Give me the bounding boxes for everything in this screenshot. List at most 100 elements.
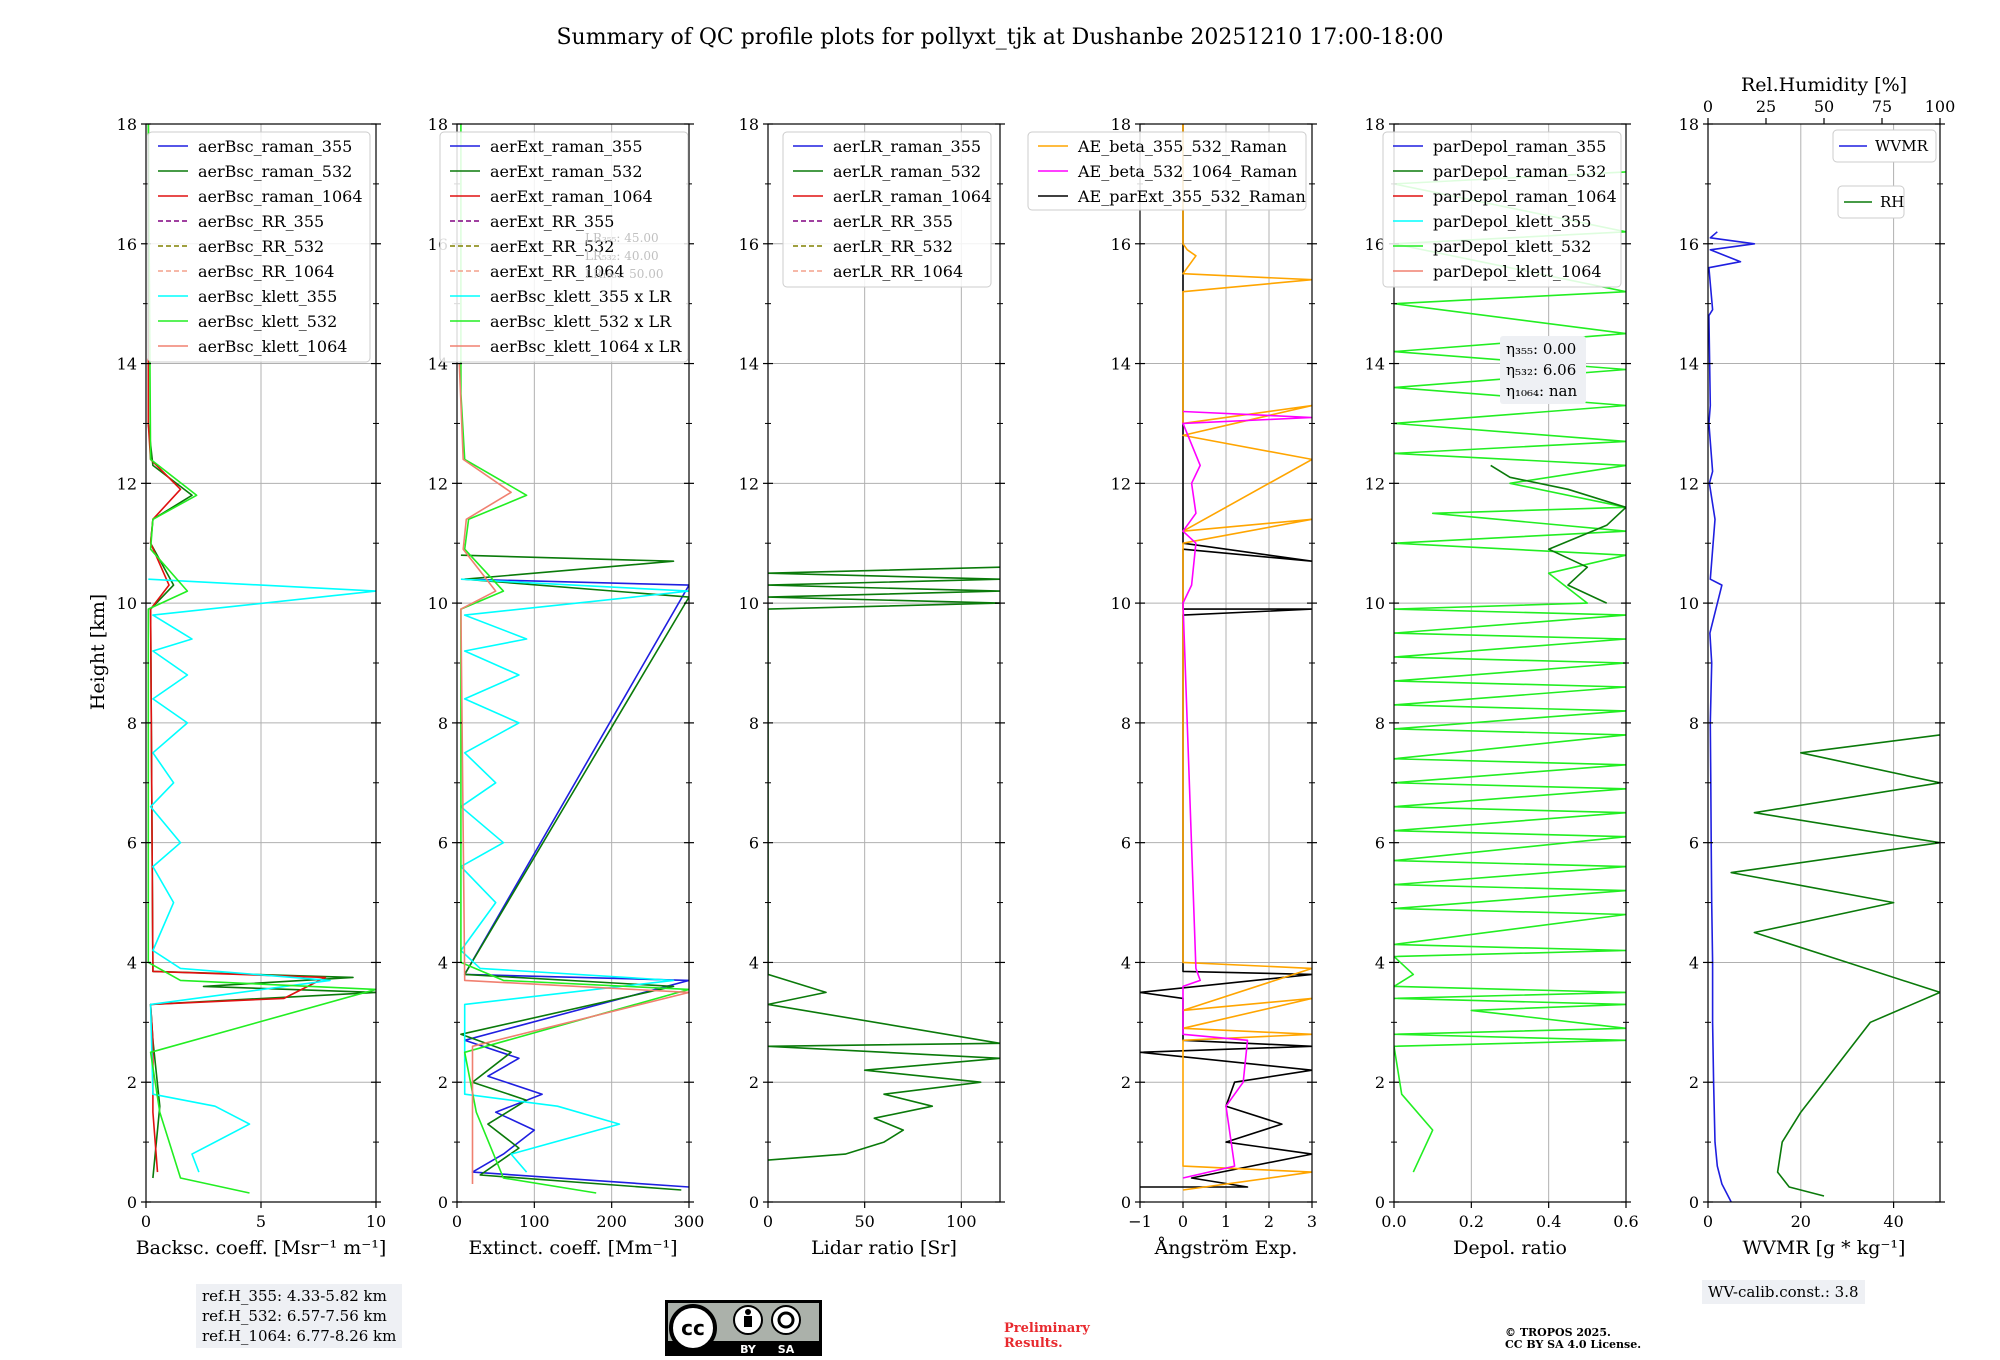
note-box [1500,336,1586,404]
cc-icon-text: cc [681,1316,705,1340]
xtick-label-100: 100 [519,1212,550,1231]
ytick-label-4: 4 [1121,953,1131,972]
legend-entry-aerBsc_RR_355: aerBsc_RR_355 [198,212,324,231]
reference-heights-box: ref.H_355: 4.33-5.82 km ref.H_532: 6.57-… [196,1284,403,1348]
panel-lr: 0 2 4 6 8 10 12 14 16 18 0 50 100 Lidar ratio [Sr] aer… [739,115,1005,1259]
ytick-label-14: 14 [739,355,759,374]
xtick-label-100: 100 [946,1212,977,1231]
legend-entry-aerBsc_klett_1064 x LR: aerBsc_klett_1064 x LR [490,337,682,356]
ytick-label-16: 16 [1111,235,1131,254]
xtick-label-10: 10 [366,1212,386,1231]
legend-entry-aerBsc_RR_532: aerBsc_RR_532 [198,237,324,256]
ytick-label-6: 6 [438,834,448,853]
xtick-label-0: 0 [763,1212,773,1231]
legend-entry-aerLR_raman_1064: aerLR_raman_1064 [833,187,991,206]
xtick-label-0: 0.0 [1381,1212,1406,1231]
series-aerBsc_klett_532 [147,124,376,1194]
ytick-label-0: 0 [438,1193,448,1212]
xtick-label-200: 200 [596,1212,627,1231]
ytick-label-0: 0 [749,1193,759,1212]
series-aerBsc_raman_1064 [147,124,327,1173]
legend-entry-aerBsc_raman_355: aerBsc_raman_355 [198,137,352,156]
wv-calibration-box: WV-calib.const.: 3.8 [1702,1280,1865,1304]
ytick-label-0: 0 [1689,1193,1699,1212]
ytick-label-18: 18 [117,115,137,134]
xtick-label-0.4: 0.4 [1536,1212,1561,1231]
ytick-label-8: 8 [1689,714,1699,733]
ytick-label-10: 10 [428,594,448,613]
ytick-label-6: 6 [749,834,759,853]
preliminary-results-note: Preliminary Results. [1004,1321,1090,1351]
xtick-label--1: −1 [1128,1212,1152,1231]
x-axis-label: Depol. ratio [1453,1237,1567,1259]
series-RH [1730,734,1940,1197]
ytick-label-0: 0 [1121,1193,1131,1212]
xtick-label-0: 0 [452,1212,462,1231]
x2-axis-label: Rel.Humidity [%] [1741,74,1907,96]
legend-entry-AE_parExt_355_532_Raman: AE_parExt_355_532_Raman [1077,187,1306,206]
legend-entry-aerExt_RR_532: aerExt_RR_532 [490,237,614,256]
legend-entry-aerExt_raman_1064: aerExt_raman_1064 [490,187,653,206]
ref-height-1064: ref.H_1064: 6.77-8.26 km [202,1327,397,1345]
series-group [1708,231,1940,1202]
ytick-label-12: 12 [739,474,759,493]
ytick-label-10: 10 [117,594,137,613]
legend-entry-aerExt_RR_1064: aerExt_RR_1064 [490,262,625,281]
legend-entry-aerBsc_RR_1064: aerBsc_RR_1064 [198,262,334,281]
legend-entry-RH: RH [1880,193,1904,211]
ytick-label-10: 10 [1111,594,1131,613]
xtick-label-0: 0 [141,1212,151,1231]
ytick-label-2: 2 [749,1073,759,1092]
cc-by-sa-badge: cc BY SA [665,1300,822,1356]
legend-entry-aerBsc_klett_1064: aerBsc_klett_1064 [198,337,347,356]
ytick-label-0: 0 [1375,1193,1385,1212]
wv-calibration-constant: WV-calib.const.: 3.8 [1708,1283,1859,1301]
legend-entry-aerLR_raman_532: aerLR_raman_532 [833,162,981,181]
xtick-label-0: 0 [1703,1212,1713,1231]
xtick-label-50: 50 [854,1212,874,1231]
legend-entry-aerBsc_klett_355 x LR: aerBsc_klett_355 x LR [490,287,672,306]
ytick-label-14: 14 [117,355,137,374]
xtick-label-20: 20 [1791,1212,1811,1231]
legend-ext: aerExt_raman_355 aerExt_raman_532 aerExt_r… [439,131,689,363]
panel-depol: 0 2 4 6 8 10 12 14 16 18 0.0 0.2 0.4 0.6 Depol. ratio p… [1365,115,1639,1259]
ytick-label-16: 16 [739,235,759,254]
series-group [458,124,689,1194]
legend-entry-aerLR_raman_355: aerLR_raman_355 [833,137,981,156]
xtick-label-3: 3 [1307,1212,1317,1231]
xtick-label-0: 0 [1178,1212,1188,1231]
x2tick-label-75: 75 [1872,97,1892,116]
x-axis-label: Backsc. coeff. [Msr⁻¹ m⁻¹] [136,1237,387,1259]
note-line-2: LR₁₀₆₄: 50.00 [585,267,663,281]
legend-lr: aerLR_raman_355 aerLR_raman_532 aerLR_rama… [782,131,992,288]
sa-share-icon [771,1305,801,1335]
ytick-label-16: 16 [1679,235,1699,254]
xtick-label-1: 1 [1221,1212,1231,1231]
legend-entry-parDepol_raman_355: parDepol_raman_355 [1433,137,1606,156]
y-axis-label: Height [km] [87,594,109,710]
legend-entry-aerLR_RR_355: aerLR_RR_355 [833,212,953,231]
copyright-note: © TROPOS 2025. CC BY SA 4.0 License. [1505,1326,1642,1351]
badge-sa-text: SA [778,1343,795,1356]
legend-entry-aerBsc_klett_532 x LR: aerBsc_klett_532 x LR [490,312,672,331]
note-line-2: η₁₀₆₄: nan [1506,382,1577,400]
xtick-label-5: 5 [256,1212,266,1231]
ytick-label-16: 16 [117,235,137,254]
figure-title: Summary of QC profile plots for pollyxt_… [556,25,1443,50]
ytick-label-8: 8 [749,714,759,733]
legend-entry-parDepol_klett_355: parDepol_klett_355 [1433,212,1591,231]
legend-entry-aerBsc_klett_355: aerBsc_klett_355 [198,287,337,306]
series-aerExt_raman_532 [460,554,689,1191]
ytick-label-12: 12 [1111,474,1131,493]
ytick-label-4: 4 [127,953,137,972]
ytick-label-6: 6 [1375,834,1385,853]
ytick-label-8: 8 [1121,714,1131,733]
note-line-1: η₅₃₂: 6.06 [1506,361,1576,379]
ytick-label-2: 2 [1689,1073,1699,1092]
ytick-label-18: 18 [1679,115,1699,134]
ytick-label-14: 14 [1111,355,1131,374]
xtick-label-0.6: 0.6 [1613,1212,1638,1231]
series-parDepol_raman_532 [1490,464,1626,604]
ytick-label-14: 14 [1679,355,1699,374]
x-axis-label: Extinct. coeff. [Mm⁻¹] [468,1237,677,1259]
